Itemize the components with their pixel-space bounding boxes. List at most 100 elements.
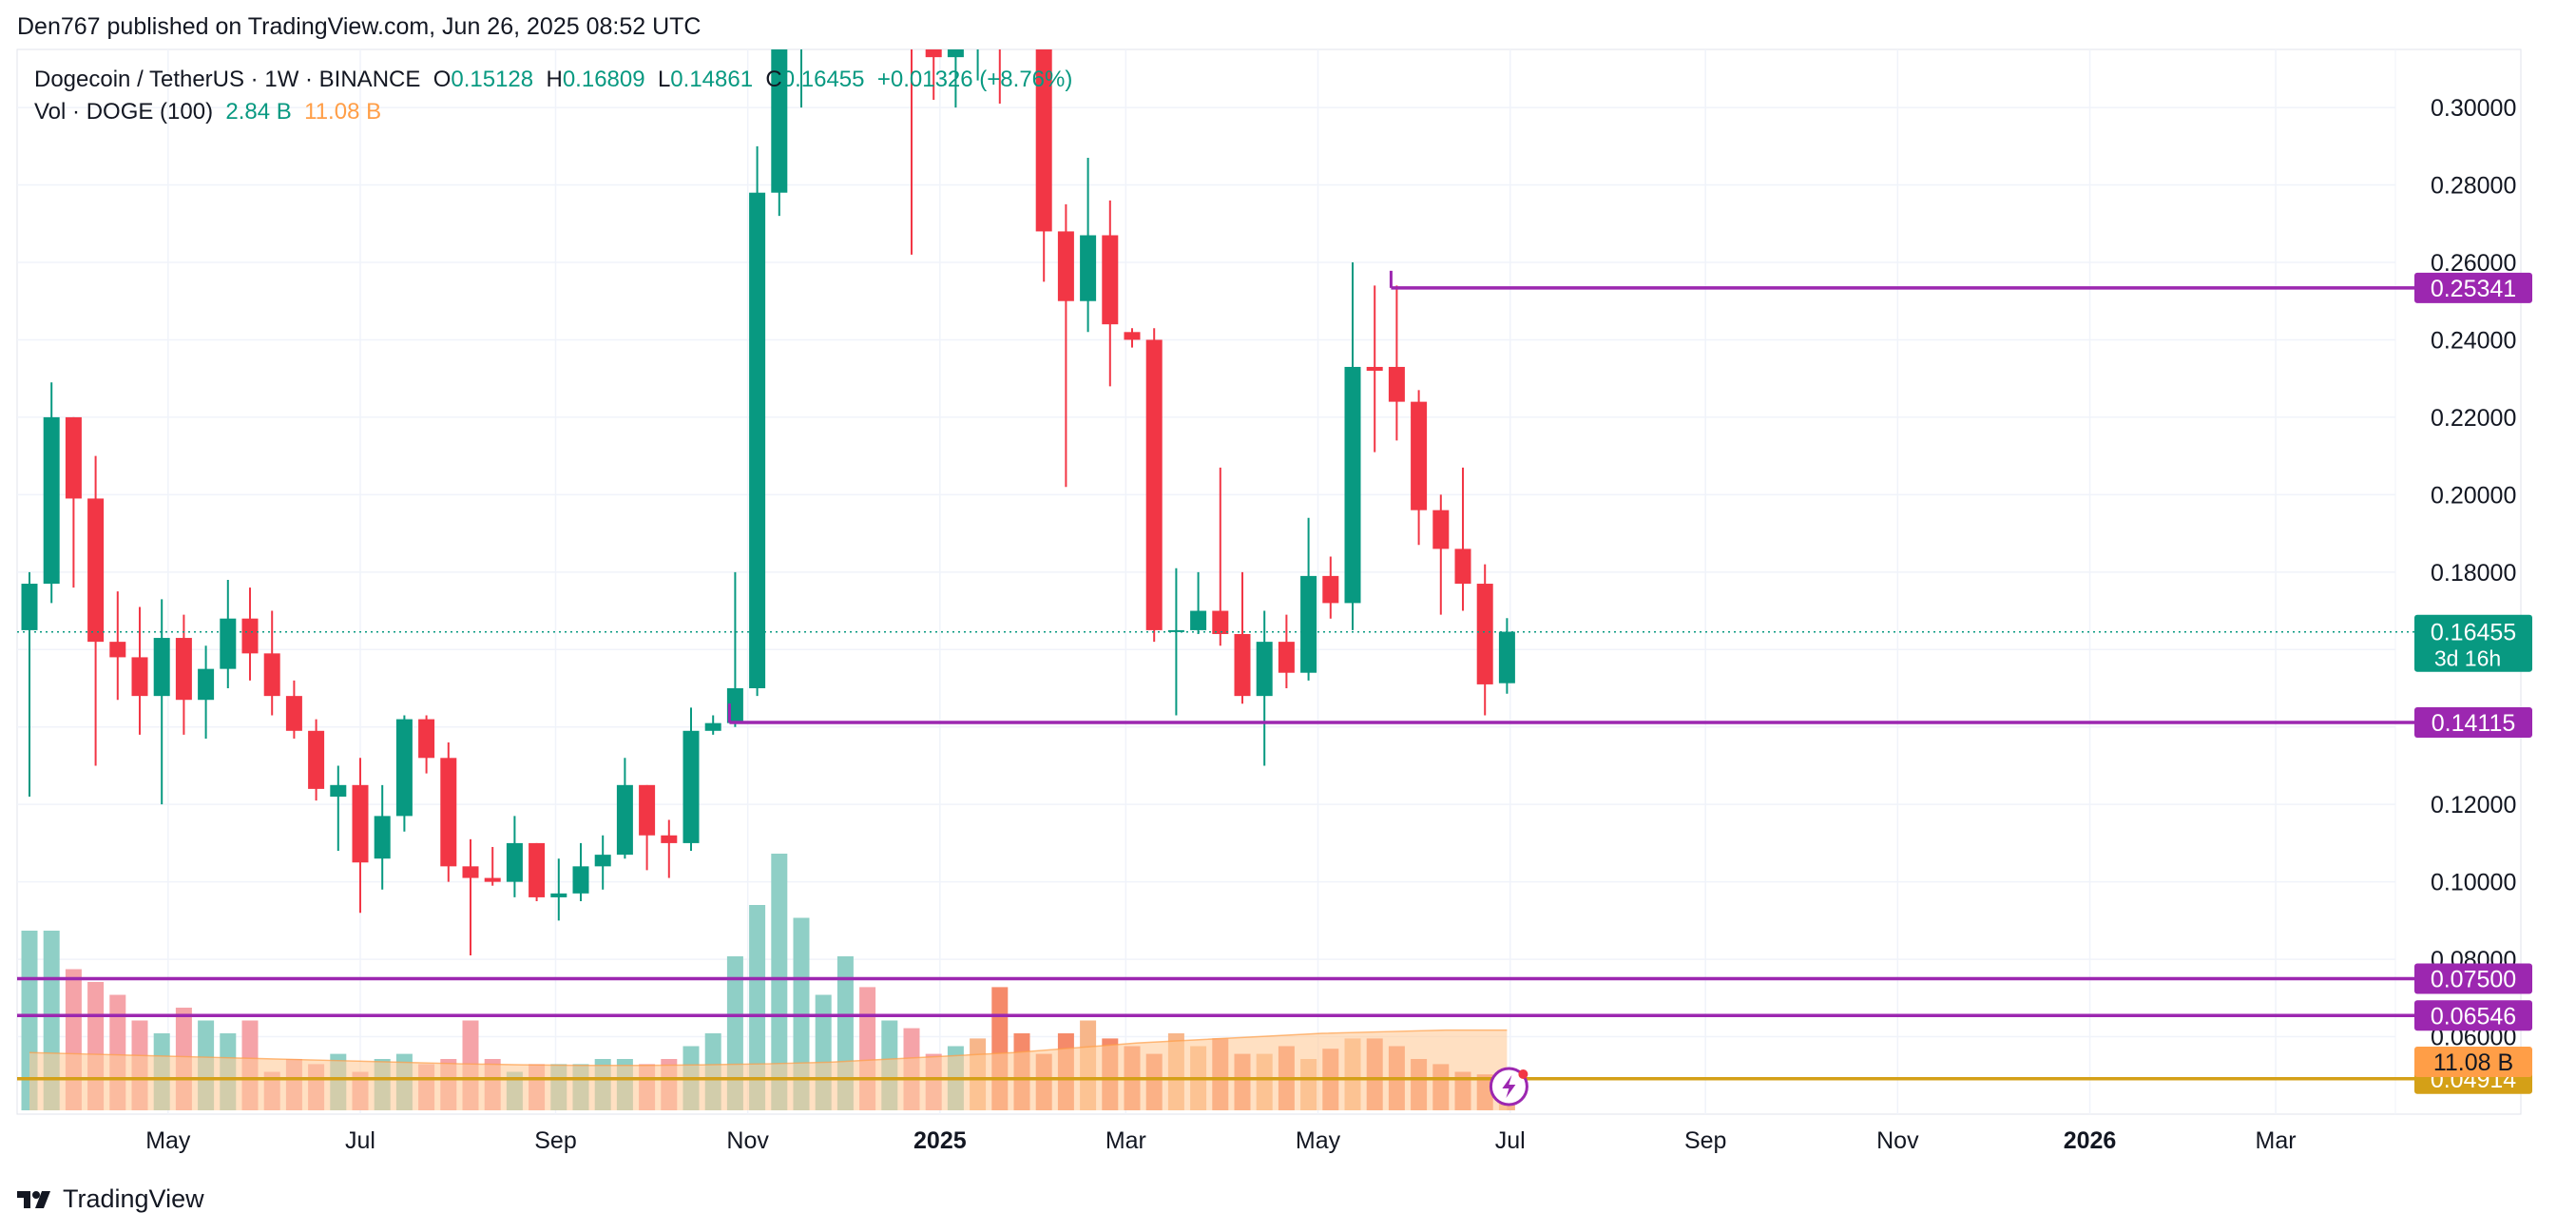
horizontal-levels <box>17 270 2414 1081</box>
candle-body <box>1366 366 1383 372</box>
candle-body <box>661 835 678 843</box>
price-tick-label: 0.22000 <box>2431 405 2516 432</box>
candle-body <box>1234 633 1251 697</box>
time-tick-label: May <box>145 1127 191 1154</box>
candle-body <box>1388 366 1405 402</box>
price-badges: 0.253410.141150.075000.065460.0491411.08… <box>1489 272 2532 1107</box>
candle-body <box>925 49 942 58</box>
symbol-legend[interactable]: Dogecoin / TetherUS · 1W · BINANCE O0.15… <box>34 67 1072 93</box>
level-badge <box>2414 963 2532 994</box>
volume-ma-area <box>29 1030 1508 1110</box>
change-value: +0.01326 (+8.76%) <box>876 67 1073 92</box>
candle-body <box>904 0 920 49</box>
high-label: H <box>546 67 563 92</box>
candle-body <box>572 866 589 894</box>
price-tick-label: 0.10000 <box>2431 870 2516 896</box>
candle-body <box>616 784 633 856</box>
candle-body <box>1278 642 1295 673</box>
candle-body <box>175 638 192 701</box>
candle-body <box>947 49 964 58</box>
candle-body <box>241 618 259 654</box>
time-axis[interactable]: May Jul Sep Nov 2025 Mar May Jul Sep Nov 2026 Mar <box>145 1127 2296 1154</box>
candle-body <box>21 584 38 630</box>
time-tick-label: 2025 <box>913 1127 967 1154</box>
candle-body <box>1057 231 1074 301</box>
price-tick-label: 0.28000 <box>2431 173 2516 200</box>
candle-body <box>484 877 501 882</box>
candle-body <box>87 498 105 643</box>
level-badge <box>2414 272 2532 303</box>
brand-label: TradingView <box>63 1184 204 1213</box>
high-value: 0.16809 <box>562 67 645 92</box>
last-price-badge <box>2414 614 2532 672</box>
level-badge-label: 0.14115 <box>2432 710 2516 737</box>
volume-bar <box>749 905 766 1110</box>
time-tick-label: Mar <box>2256 1127 2297 1154</box>
publish-info: Den767 published on TradingView.com, Jun… <box>17 13 702 40</box>
tradingview-logo-icon <box>17 1190 50 1208</box>
candle-body <box>395 719 413 817</box>
close-label: C <box>765 67 782 92</box>
candle-body <box>462 866 479 878</box>
candle-body <box>330 784 347 798</box>
low-label: L <box>657 67 671 92</box>
candle-body <box>308 730 325 789</box>
candle-body <box>1212 610 1229 634</box>
candle-body <box>1411 401 1428 510</box>
volume-legend[interactable]: Vol · DOGE (100) 2.84 B 11.08 B <box>34 99 381 125</box>
time-tick-label: Jul <box>1495 1127 1526 1154</box>
candle-body <box>1035 49 1052 232</box>
candle-body <box>506 842 523 882</box>
time-tick-label: Sep <box>1684 1127 1726 1154</box>
price-tick-label: 0.12000 <box>2431 792 2516 818</box>
time-tick-label: 2026 <box>2064 1127 2117 1154</box>
volume-label: Vol · DOGE (100) <box>34 99 214 125</box>
price-tick-label: 0.20000 <box>2431 482 2516 509</box>
candle-body <box>1102 235 1119 325</box>
candle-body <box>1498 631 1515 683</box>
time-tick-label: May <box>1296 1127 1341 1154</box>
candle-body <box>771 49 788 193</box>
volume-ma-badge-label: 11.08 B <box>2433 1049 2513 1076</box>
candle-body <box>550 893 567 897</box>
candle-body <box>153 638 170 697</box>
time-tick-label: Nov <box>1876 1127 1919 1154</box>
candle-body <box>682 730 700 843</box>
plot-frame <box>16 48 2522 1115</box>
candle-body <box>639 784 656 836</box>
symbol-name: Dogecoin / TetherUS · 1W · BINANCE <box>34 67 421 92</box>
candle-body <box>1300 575 1317 673</box>
candle-body <box>263 653 280 697</box>
level-badge-label: 0.06546 <box>2431 1003 2516 1030</box>
price-tick-label: 0.18000 <box>2431 560 2516 587</box>
candle-body <box>131 657 148 697</box>
open-value: 0.15128 <box>451 67 534 92</box>
price-axis[interactable]: 0.060000.080000.100000.120000.140000.160… <box>2431 95 2516 1050</box>
candle-body <box>1476 584 1493 684</box>
candle-body <box>1322 575 1339 604</box>
time-tick-label: Nov <box>726 1127 769 1154</box>
candle-body <box>43 416 60 585</box>
candle-body <box>594 855 611 867</box>
candle-body <box>726 688 743 723</box>
candle-body <box>352 784 369 863</box>
candle-body <box>1432 510 1450 549</box>
candle-body <box>991 0 1008 30</box>
candle-body <box>198 668 215 701</box>
candle-body <box>109 642 126 658</box>
candle-body <box>1454 549 1471 585</box>
candle-body <box>529 842 546 897</box>
volume-ma-line <box>29 1029 1508 1067</box>
time-tick-label: Sep <box>534 1127 576 1154</box>
volume-bars <box>21 854 1515 1110</box>
candle-body <box>220 618 237 669</box>
tradingview-brand[interactable]: TradingView <box>17 1184 204 1214</box>
volume-ma-badge <box>2414 1047 2532 1077</box>
candle-body <box>704 722 721 731</box>
candle-body <box>1190 610 1207 630</box>
chart-grid <box>16 48 2522 1115</box>
level-badge <box>2414 1000 2532 1031</box>
candle-body <box>1124 332 1141 340</box>
countdown-label: 3d 16h <box>2434 646 2501 671</box>
